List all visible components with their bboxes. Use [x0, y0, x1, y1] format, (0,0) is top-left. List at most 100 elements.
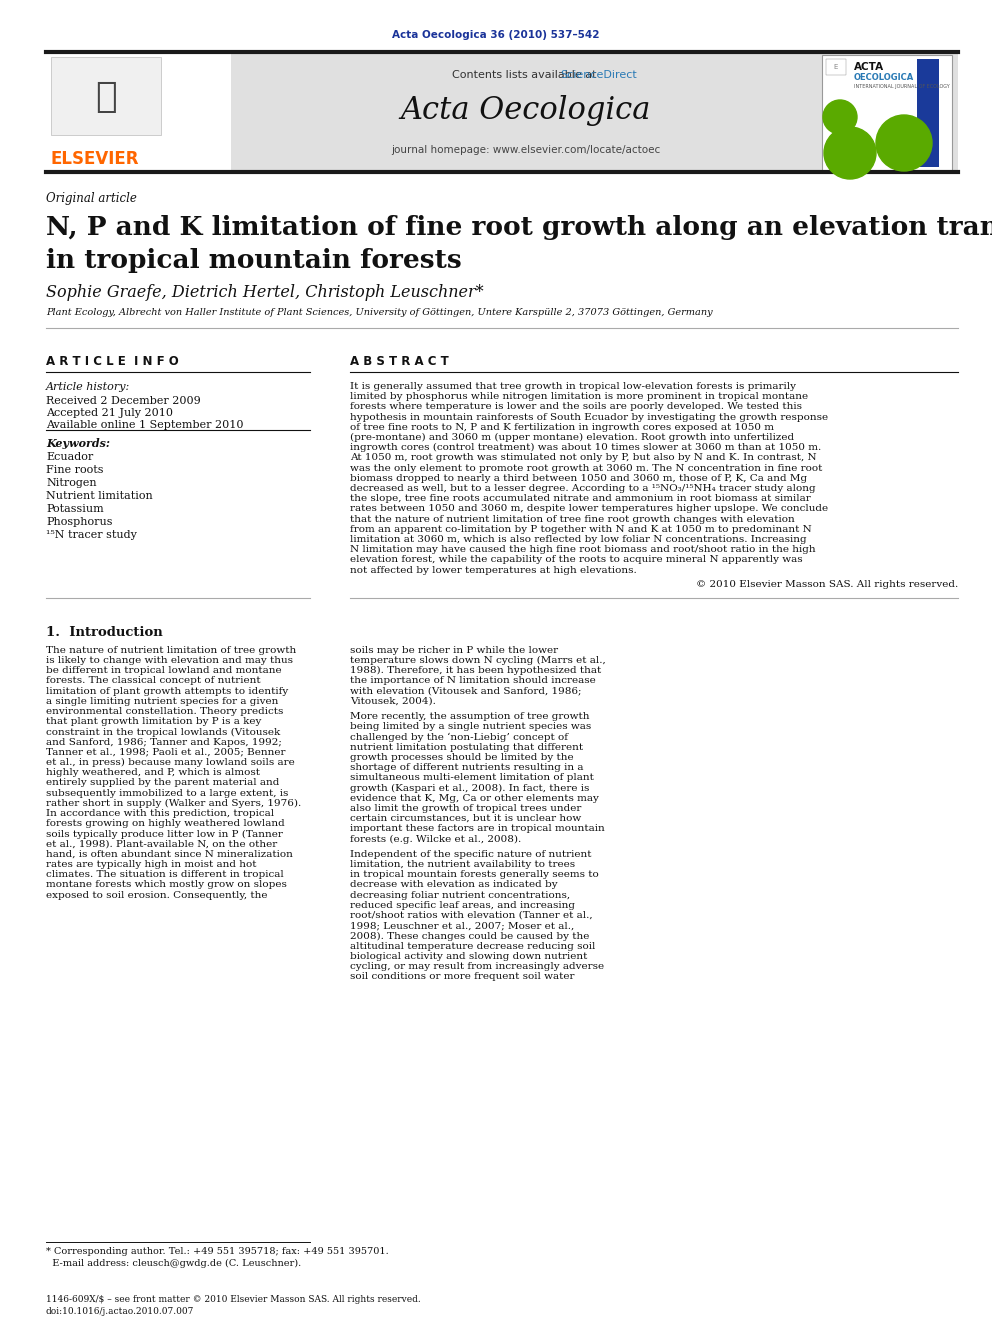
Text: forests where temperature is lower and the soils are poorly developed. We tested: forests where temperature is lower and t… — [350, 402, 802, 411]
Text: E-mail address: cleusch@gwdg.de (C. Leuschner).: E-mail address: cleusch@gwdg.de (C. Leus… — [46, 1259, 302, 1269]
Text: important these factors are in tropical mountain: important these factors are in tropical … — [350, 824, 605, 833]
Text: et al., 1998). Plant-available N, on the other: et al., 1998). Plant-available N, on the… — [46, 840, 277, 848]
Text: reduced specific leaf areas, and increasing: reduced specific leaf areas, and increas… — [350, 901, 575, 910]
Text: biomass dropped to nearly a third between 1050 and 3060 m, those of P, K, Ca and: biomass dropped to nearly a third betwee… — [350, 474, 807, 483]
Text: More recently, the assumption of tree growth: More recently, the assumption of tree gr… — [350, 712, 589, 721]
Text: not affected by lower temperatures at high elevations.: not affected by lower temperatures at hi… — [350, 566, 637, 574]
Text: limitation at 3060 m, which is also reflected by low foliar N concentrations. In: limitation at 3060 m, which is also refl… — [350, 534, 806, 544]
Text: limitation, the nutrient availability to trees: limitation, the nutrient availability to… — [350, 860, 575, 869]
Text: (pre-montane) and 3060 m (upper montane) elevation. Root growth into unfertilize: (pre-montane) and 3060 m (upper montane)… — [350, 433, 795, 442]
Text: ¹⁵N tracer study: ¹⁵N tracer study — [46, 531, 137, 540]
Text: rates are typically high in moist and hot: rates are typically high in moist and ho… — [46, 860, 257, 869]
Text: OECOLOGICA: OECOLOGICA — [854, 73, 915, 82]
Text: 2008). These changes could be caused by the: 2008). These changes could be caused by … — [350, 931, 589, 941]
Text: exposed to soil erosion. Consequently, the: exposed to soil erosion. Consequently, t… — [46, 890, 268, 900]
Text: certain circumstances, but it is unclear how: certain circumstances, but it is unclear… — [350, 814, 581, 823]
Text: et al., in press) because many lowland soils are: et al., in press) because many lowland s… — [46, 758, 295, 767]
Text: © 2010 Elsevier Masson SAS. All rights reserved.: © 2010 Elsevier Masson SAS. All rights r… — [695, 579, 958, 589]
Text: N, P and K limitation of fine root growth along an elevation transect: N, P and K limitation of fine root growt… — [46, 216, 992, 239]
Text: from an apparent co-limitation by P together with N and K at 1050 m to predomina: from an apparent co-limitation by P toge… — [350, 525, 811, 533]
Text: Ecuador: Ecuador — [46, 452, 93, 462]
Text: highly weathered, and P, which is almost: highly weathered, and P, which is almost — [46, 769, 260, 777]
Circle shape — [823, 101, 857, 134]
Text: A B S T R A C T: A B S T R A C T — [350, 355, 448, 368]
Bar — [826, 60, 846, 75]
Text: Tanner et al., 1998; Paoli et al., 2005; Benner: Tanner et al., 1998; Paoli et al., 2005;… — [46, 747, 286, 757]
Text: doi:10.1016/j.actao.2010.07.007: doi:10.1016/j.actao.2010.07.007 — [46, 1307, 194, 1316]
Text: Keywords:: Keywords: — [46, 438, 110, 448]
Text: of tree fine roots to N, P and K fertilization in ingrowth cores exposed at 1050: of tree fine roots to N, P and K fertili… — [350, 423, 774, 431]
Text: ELSEVIER: ELSEVIER — [51, 149, 140, 168]
Text: Article history:: Article history: — [46, 382, 130, 392]
Text: soil conditions or more frequent soil water: soil conditions or more frequent soil wa… — [350, 972, 574, 982]
Text: subsequently immobilized to a large extent, is: subsequently immobilized to a large exte… — [46, 789, 289, 798]
Text: Nitrogen: Nitrogen — [46, 478, 96, 488]
Bar — [51, 57, 161, 135]
Text: limited by phosphorus while nitrogen limitation is more prominent in tropical mo: limited by phosphorus while nitrogen lim… — [350, 392, 808, 401]
Text: entirely supplied by the parent material and: entirely supplied by the parent material… — [46, 778, 280, 787]
Text: hypothesis in mountain rainforests of South Ecuador by investigating the growth : hypothesis in mountain rainforests of So… — [350, 413, 828, 422]
Text: challenged by the ‘non-Liebig’ concept of: challenged by the ‘non-Liebig’ concept o… — [350, 733, 568, 742]
Text: elevation forest, while the capability of the roots to acquire mineral N apparen: elevation forest, while the capability o… — [350, 556, 803, 565]
Text: Received 2 December 2009: Received 2 December 2009 — [46, 396, 200, 406]
Text: that plant growth limitation by P is a key: that plant growth limitation by P is a k… — [46, 717, 261, 726]
Text: the slope, tree fine roots accumulated nitrate and ammonium in root biomass at s: the slope, tree fine roots accumulated n… — [350, 495, 810, 503]
Text: was the only element to promote root growth at 3060 m. The N concentration in fi: was the only element to promote root gro… — [350, 463, 822, 472]
Text: 1.  Introduction: 1. Introduction — [46, 626, 163, 639]
Text: Phosphorus: Phosphorus — [46, 517, 112, 527]
Text: soils may be richer in P while the lower: soils may be richer in P while the lower — [350, 646, 558, 655]
Text: altitudinal temperature decrease reducing soil: altitudinal temperature decrease reducin… — [350, 942, 595, 951]
Text: Sophie Graefe, Dietrich Hertel, Christoph Leuschner*: Sophie Graefe, Dietrich Hertel, Christop… — [46, 284, 484, 302]
Text: INTERNATIONAL JOURNAL OF ECOLOGY: INTERNATIONAL JOURNAL OF ECOLOGY — [854, 83, 949, 89]
Text: with elevation (Vitousek and Sanford, 1986;: with elevation (Vitousek and Sanford, 19… — [350, 687, 581, 696]
Text: constraint in the tropical lowlands (Vitousek: constraint in the tropical lowlands (Vit… — [46, 728, 281, 737]
Text: ACTA: ACTA — [854, 62, 884, 71]
Text: Available online 1 September 2010: Available online 1 September 2010 — [46, 419, 243, 430]
Text: growth (Kaspari et al., 2008). In fact, there is: growth (Kaspari et al., 2008). In fact, … — [350, 783, 589, 792]
Text: 1146-609X/$ – see front matter © 2010 Elsevier Masson SAS. All rights reserved.: 1146-609X/$ – see front matter © 2010 El… — [46, 1295, 421, 1304]
Text: forests (e.g. Wilcke et al., 2008).: forests (e.g. Wilcke et al., 2008). — [350, 835, 521, 844]
Text: forests. The classical concept of nutrient: forests. The classical concept of nutrie… — [46, 676, 261, 685]
Text: evidence that K, Mg, Ca or other elements may: evidence that K, Mg, Ca or other element… — [350, 794, 599, 803]
Text: temperature slows down N cycling (Marrs et al.,: temperature slows down N cycling (Marrs … — [350, 656, 606, 665]
Text: in tropical mountain forests generally seems to: in tropical mountain forests generally s… — [350, 871, 599, 880]
Text: 1998; Leuschner et al., 2007; Moser et al.,: 1998; Leuschner et al., 2007; Moser et a… — [350, 921, 574, 930]
Text: The nature of nutrient limitation of tree growth: The nature of nutrient limitation of tre… — [46, 646, 297, 655]
Text: limitation of plant growth attempts to identify: limitation of plant growth attempts to i… — [46, 687, 289, 696]
Bar — [46, 52, 958, 172]
Circle shape — [876, 115, 932, 171]
Text: shortage of different nutrients resulting in a: shortage of different nutrients resultin… — [350, 763, 583, 773]
Text: environmental constellation. Theory predicts: environmental constellation. Theory pred… — [46, 706, 284, 716]
Text: Fine roots: Fine roots — [46, 464, 103, 475]
Text: 🌲: 🌲 — [95, 79, 117, 114]
Text: 1988). Therefore, it has been hypothesized that: 1988). Therefore, it has been hypothesiz… — [350, 667, 601, 675]
Text: in tropical mountain forests: in tropical mountain forests — [46, 247, 461, 273]
Text: being limited by a single nutrient species was: being limited by a single nutrient speci… — [350, 722, 591, 732]
Text: hand, is often abundant since N mineralization: hand, is often abundant since N minerali… — [46, 849, 293, 859]
Text: E: E — [834, 64, 838, 70]
Text: montane forests which mostly grow on slopes: montane forests which mostly grow on slo… — [46, 880, 287, 889]
Text: ScienceDirect: ScienceDirect — [560, 70, 637, 79]
Text: Plant Ecology, Albrecht von Haller Institute of Plant Sciences, University of Gö: Plant Ecology, Albrecht von Haller Insti… — [46, 308, 712, 318]
Text: At 1050 m, root growth was stimulated not only by P, but also by N and K. In con: At 1050 m, root growth was stimulated no… — [350, 454, 816, 463]
Text: climates. The situation is different in tropical: climates. The situation is different in … — [46, 871, 284, 880]
Text: It is generally assumed that tree growth in tropical low-elevation forests is pr: It is generally assumed that tree growth… — [350, 382, 796, 392]
Text: Vitousek, 2004).: Vitousek, 2004). — [350, 697, 435, 705]
Text: and Sanford, 1986; Tanner and Kapos, 1992;: and Sanford, 1986; Tanner and Kapos, 199… — [46, 738, 282, 746]
Text: * Corresponding author. Tel.: +49 551 395718; fax: +49 551 395701.: * Corresponding author. Tel.: +49 551 39… — [46, 1248, 389, 1256]
Text: decreased as well, but to a lesser degree. According to a ¹⁵NO₃/¹⁵NH₄ tracer stu: decreased as well, but to a lesser degre… — [350, 484, 815, 493]
Bar — [917, 60, 939, 167]
Text: nutrient limitation postulating that different: nutrient limitation postulating that dif… — [350, 742, 583, 751]
Bar — [46, 52, 231, 172]
Text: rather short in supply (Walker and Syers, 1976).: rather short in supply (Walker and Syers… — [46, 799, 302, 808]
Text: that the nature of nutrient limitation of tree fine root growth changes with ele: that the nature of nutrient limitation o… — [350, 515, 795, 524]
Text: Accepted 21 July 2010: Accepted 21 July 2010 — [46, 407, 173, 418]
Text: a single limiting nutrient species for a given: a single limiting nutrient species for a… — [46, 697, 279, 705]
Text: Independent of the specific nature of nutrient: Independent of the specific nature of nu… — [350, 849, 591, 859]
Text: decreasing foliar nutrient concentrations,: decreasing foliar nutrient concentration… — [350, 890, 570, 900]
Text: ingrowth cores (control treatment) was about 10 times slower at 3060 m than at 1: ingrowth cores (control treatment) was a… — [350, 443, 821, 452]
Text: is likely to change with elevation and may thus: is likely to change with elevation and m… — [46, 656, 293, 665]
Text: journal homepage: www.elsevier.com/locate/actoec: journal homepage: www.elsevier.com/locat… — [391, 146, 660, 155]
Text: Potassium: Potassium — [46, 504, 104, 515]
Text: Nutrient limitation: Nutrient limitation — [46, 491, 153, 501]
